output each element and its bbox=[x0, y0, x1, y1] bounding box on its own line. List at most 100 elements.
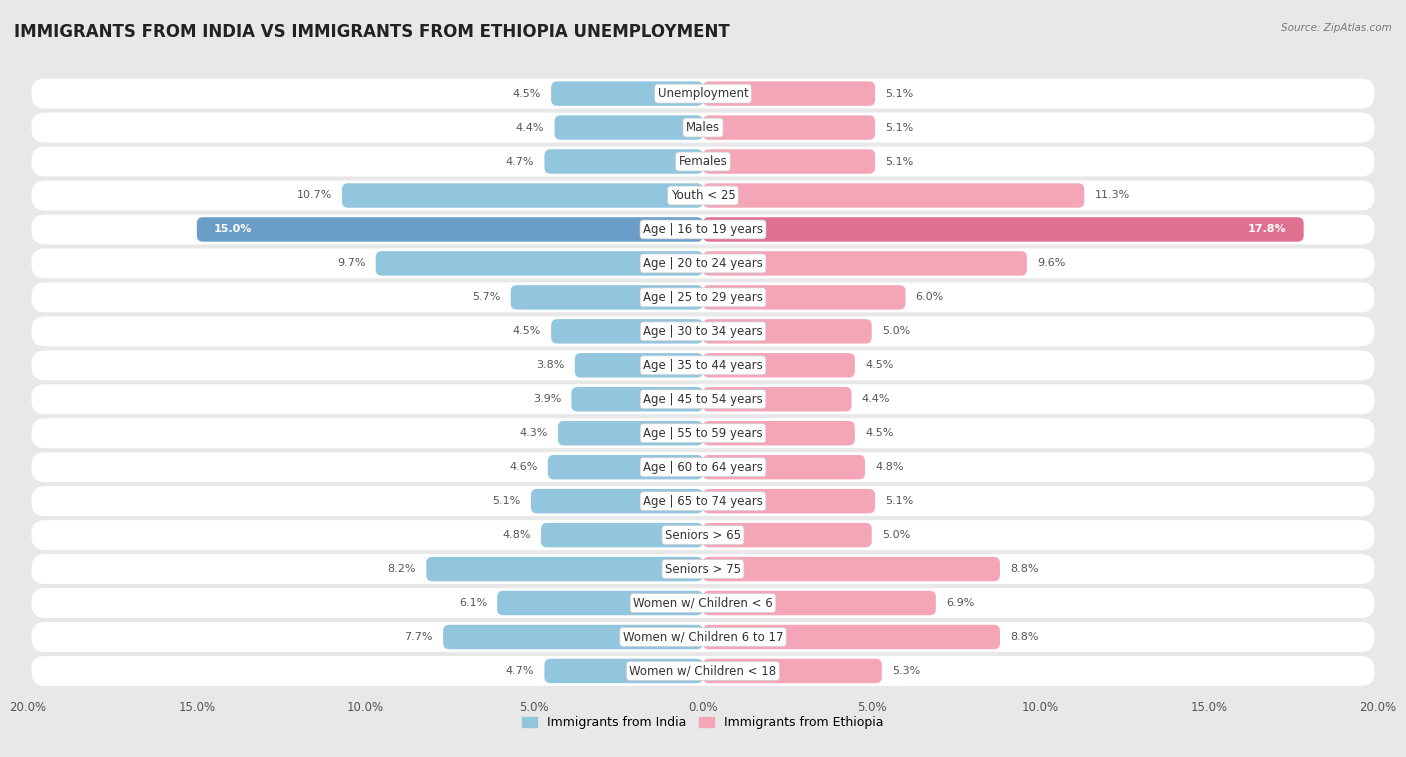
FancyBboxPatch shape bbox=[31, 385, 1375, 414]
Text: 4.5%: 4.5% bbox=[865, 428, 893, 438]
Text: 17.8%: 17.8% bbox=[1249, 225, 1286, 235]
FancyBboxPatch shape bbox=[551, 81, 703, 106]
Text: 8.8%: 8.8% bbox=[1010, 632, 1039, 642]
FancyBboxPatch shape bbox=[31, 79, 1375, 108]
FancyBboxPatch shape bbox=[31, 419, 1375, 448]
FancyBboxPatch shape bbox=[426, 557, 703, 581]
Text: Age | 25 to 29 years: Age | 25 to 29 years bbox=[643, 291, 763, 304]
Text: 11.3%: 11.3% bbox=[1094, 191, 1129, 201]
Text: 8.8%: 8.8% bbox=[1010, 564, 1039, 574]
FancyBboxPatch shape bbox=[342, 183, 703, 207]
FancyBboxPatch shape bbox=[554, 115, 703, 140]
Text: IMMIGRANTS FROM INDIA VS IMMIGRANTS FROM ETHIOPIA UNEMPLOYMENT: IMMIGRANTS FROM INDIA VS IMMIGRANTS FROM… bbox=[14, 23, 730, 41]
FancyBboxPatch shape bbox=[703, 590, 936, 615]
Text: 7.7%: 7.7% bbox=[405, 632, 433, 642]
Text: 3.9%: 3.9% bbox=[533, 394, 561, 404]
Text: Youth < 25: Youth < 25 bbox=[671, 189, 735, 202]
Text: 4.4%: 4.4% bbox=[516, 123, 544, 132]
Text: 4.4%: 4.4% bbox=[862, 394, 890, 404]
FancyBboxPatch shape bbox=[703, 251, 1026, 276]
FancyBboxPatch shape bbox=[703, 387, 852, 412]
Text: 5.1%: 5.1% bbox=[886, 89, 914, 98]
FancyBboxPatch shape bbox=[31, 113, 1375, 142]
Text: 5.1%: 5.1% bbox=[492, 496, 520, 506]
FancyBboxPatch shape bbox=[31, 588, 1375, 618]
FancyBboxPatch shape bbox=[558, 421, 703, 445]
FancyBboxPatch shape bbox=[31, 554, 1375, 584]
FancyBboxPatch shape bbox=[703, 489, 875, 513]
Text: Age | 35 to 44 years: Age | 35 to 44 years bbox=[643, 359, 763, 372]
Text: 6.1%: 6.1% bbox=[458, 598, 486, 608]
FancyBboxPatch shape bbox=[544, 149, 703, 174]
Text: 5.1%: 5.1% bbox=[886, 496, 914, 506]
FancyBboxPatch shape bbox=[703, 217, 1303, 241]
FancyBboxPatch shape bbox=[31, 520, 1375, 550]
FancyBboxPatch shape bbox=[443, 625, 703, 650]
FancyBboxPatch shape bbox=[575, 353, 703, 378]
Text: Age | 55 to 59 years: Age | 55 to 59 years bbox=[643, 427, 763, 440]
FancyBboxPatch shape bbox=[31, 214, 1375, 245]
FancyBboxPatch shape bbox=[541, 523, 703, 547]
Text: 4.5%: 4.5% bbox=[865, 360, 893, 370]
Text: 4.5%: 4.5% bbox=[513, 89, 541, 98]
Text: Unemployment: Unemployment bbox=[658, 87, 748, 100]
FancyBboxPatch shape bbox=[551, 319, 703, 344]
FancyBboxPatch shape bbox=[31, 350, 1375, 380]
FancyBboxPatch shape bbox=[375, 251, 703, 276]
Text: Age | 16 to 19 years: Age | 16 to 19 years bbox=[643, 223, 763, 236]
FancyBboxPatch shape bbox=[571, 387, 703, 412]
Text: 10.7%: 10.7% bbox=[297, 191, 332, 201]
FancyBboxPatch shape bbox=[31, 248, 1375, 279]
FancyBboxPatch shape bbox=[703, 353, 855, 378]
FancyBboxPatch shape bbox=[703, 81, 875, 106]
FancyBboxPatch shape bbox=[31, 486, 1375, 516]
FancyBboxPatch shape bbox=[703, 523, 872, 547]
Text: Age | 60 to 64 years: Age | 60 to 64 years bbox=[643, 461, 763, 474]
Text: Females: Females bbox=[679, 155, 727, 168]
FancyBboxPatch shape bbox=[548, 455, 703, 479]
Text: Women w/ Children < 6: Women w/ Children < 6 bbox=[633, 597, 773, 609]
Text: Women w/ Children 6 to 17: Women w/ Children 6 to 17 bbox=[623, 631, 783, 643]
FancyBboxPatch shape bbox=[544, 659, 703, 684]
FancyBboxPatch shape bbox=[498, 590, 703, 615]
Text: 4.7%: 4.7% bbox=[506, 157, 534, 167]
FancyBboxPatch shape bbox=[31, 656, 1375, 686]
Text: 15.0%: 15.0% bbox=[214, 225, 252, 235]
FancyBboxPatch shape bbox=[31, 147, 1375, 176]
FancyBboxPatch shape bbox=[703, 285, 905, 310]
FancyBboxPatch shape bbox=[31, 181, 1375, 210]
Text: 3.8%: 3.8% bbox=[536, 360, 565, 370]
Text: 6.0%: 6.0% bbox=[915, 292, 943, 302]
Legend: Immigrants from India, Immigrants from Ethiopia: Immigrants from India, Immigrants from E… bbox=[517, 711, 889, 734]
Text: 9.6%: 9.6% bbox=[1038, 258, 1066, 269]
Text: 4.3%: 4.3% bbox=[519, 428, 548, 438]
FancyBboxPatch shape bbox=[703, 625, 1000, 650]
FancyBboxPatch shape bbox=[703, 455, 865, 479]
Text: 6.9%: 6.9% bbox=[946, 598, 974, 608]
Text: 9.7%: 9.7% bbox=[337, 258, 366, 269]
Text: 4.5%: 4.5% bbox=[513, 326, 541, 336]
FancyBboxPatch shape bbox=[703, 659, 882, 684]
Text: 5.1%: 5.1% bbox=[886, 123, 914, 132]
Text: Women w/ Children < 18: Women w/ Children < 18 bbox=[630, 665, 776, 678]
Text: 4.6%: 4.6% bbox=[509, 463, 537, 472]
Text: 8.2%: 8.2% bbox=[388, 564, 416, 574]
Text: 5.7%: 5.7% bbox=[472, 292, 501, 302]
FancyBboxPatch shape bbox=[703, 319, 872, 344]
Text: Seniors > 65: Seniors > 65 bbox=[665, 528, 741, 541]
FancyBboxPatch shape bbox=[703, 183, 1084, 207]
Text: 5.3%: 5.3% bbox=[891, 666, 920, 676]
FancyBboxPatch shape bbox=[703, 421, 855, 445]
FancyBboxPatch shape bbox=[531, 489, 703, 513]
FancyBboxPatch shape bbox=[510, 285, 703, 310]
FancyBboxPatch shape bbox=[31, 282, 1375, 313]
Text: 4.8%: 4.8% bbox=[502, 530, 531, 540]
Text: Age | 20 to 24 years: Age | 20 to 24 years bbox=[643, 257, 763, 270]
FancyBboxPatch shape bbox=[197, 217, 703, 241]
Text: 5.0%: 5.0% bbox=[882, 326, 910, 336]
Text: Age | 45 to 54 years: Age | 45 to 54 years bbox=[643, 393, 763, 406]
Text: 4.8%: 4.8% bbox=[875, 463, 904, 472]
Text: 5.1%: 5.1% bbox=[886, 157, 914, 167]
FancyBboxPatch shape bbox=[703, 149, 875, 174]
FancyBboxPatch shape bbox=[31, 316, 1375, 346]
